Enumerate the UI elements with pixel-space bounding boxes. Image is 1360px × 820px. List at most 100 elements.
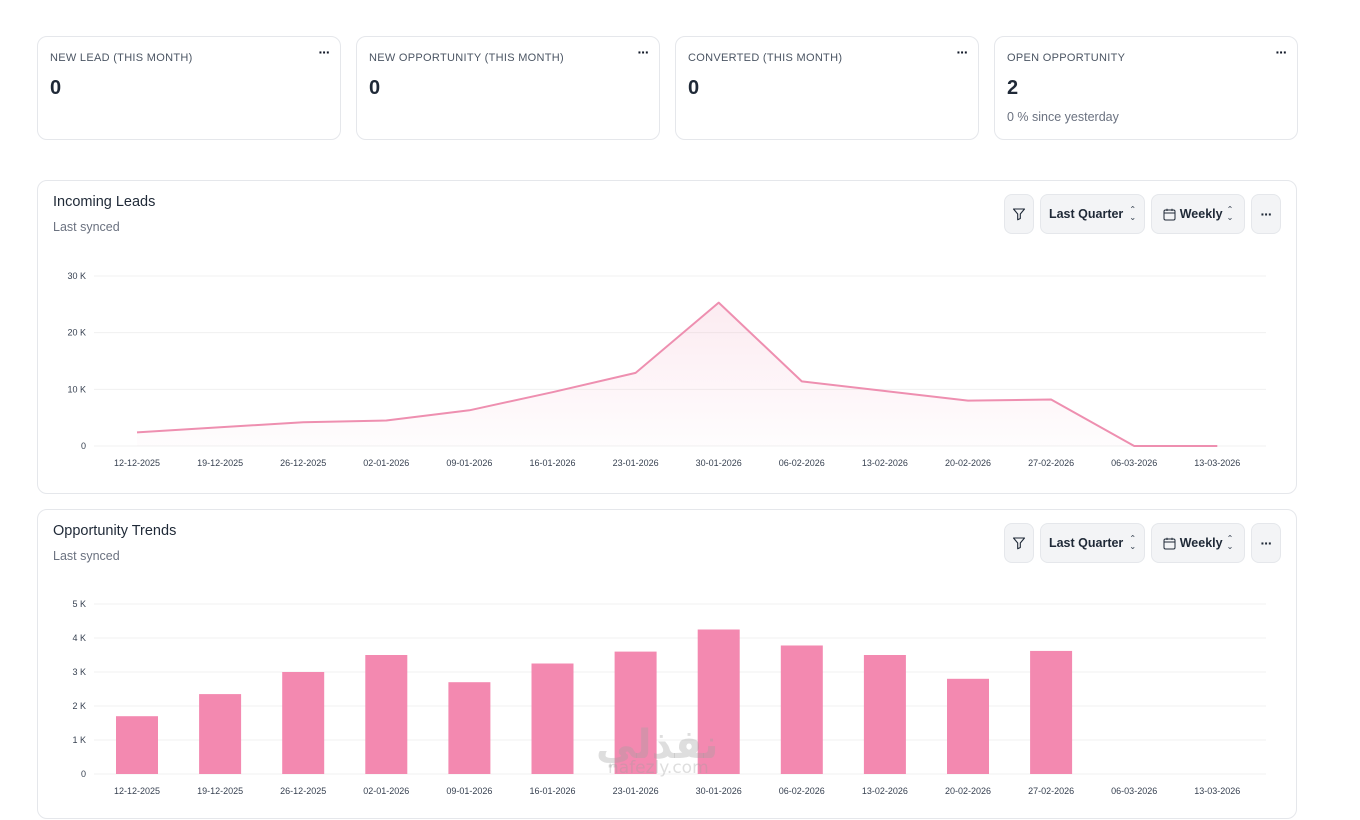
interval-select[interactable]: Weekly ⌃ ⌄ (1151, 194, 1245, 234)
y-tick-label: 5 K (72, 599, 86, 609)
x-tick-label: 16-01-2026 (529, 786, 575, 796)
interval-select-label: Weekly (1179, 536, 1223, 550)
period-select-label: Last Quarter (1048, 536, 1124, 550)
y-tick-label: 4 K (72, 633, 86, 643)
chart-title: Incoming Leads (53, 194, 156, 210)
y-tick-label: 10 K (67, 384, 86, 394)
bar[interactable] (697, 629, 740, 775)
bar[interactable] (863, 655, 906, 774)
stat-card-new-lead: NEW LEAD (THIS MONTH) 0 ··· (37, 36, 341, 140)
chart-title: Opportunity Trends (53, 523, 177, 539)
more-options-icon[interactable]: ··· (956, 44, 969, 60)
chart-more-button[interactable]: ··· (1251, 523, 1281, 563)
stat-value: 0 (688, 77, 700, 99)
x-tick-label: 19-12-2025 (197, 786, 243, 796)
x-tick-label: 20-02-2026 (945, 786, 991, 796)
stats-row: NEW LEAD (THIS MONTH) 0 ··· NEW OPPORTUN… (37, 36, 1298, 140)
filter-icon (1012, 537, 1026, 550)
bar[interactable] (531, 663, 574, 775)
x-tick-label: 26-12-2025 (280, 458, 326, 468)
stat-value: 0 (50, 77, 62, 99)
bar[interactable] (199, 694, 242, 774)
calendar-icon (1163, 537, 1176, 549)
y-tick-label: 0 (81, 441, 86, 451)
series-area (137, 302, 1218, 446)
period-select[interactable]: Last Quarter ⌃ ⌄ (1040, 523, 1145, 563)
stat-card-new-opportunity: NEW OPPORTUNITY (THIS MONTH) 0 ··· (356, 36, 660, 140)
x-tick-label: 30-01-2026 (696, 786, 742, 796)
x-tick-label: 06-03-2026 (1111, 458, 1157, 468)
x-tick-label: 26-12-2025 (280, 786, 326, 796)
stat-value: 2 (1007, 77, 1019, 99)
x-tick-label: 13-02-2026 (862, 458, 908, 468)
x-tick-label: 13-03-2026 (1194, 786, 1240, 796)
x-tick-label: 13-03-2026 (1194, 458, 1240, 468)
filter-button[interactable] (1004, 194, 1034, 234)
stat-card-open-opportunity: OPEN OPPORTUNITY 2 0 % since yesterday ·… (994, 36, 1298, 140)
chevron-updown-icon: ⌃ ⌄ (1226, 534, 1234, 551)
bar[interactable] (780, 645, 823, 774)
period-select[interactable]: Last Quarter ⌃ ⌄ (1040, 194, 1145, 234)
x-tick-label: 30-01-2026 (696, 458, 742, 468)
bar[interactable] (116, 716, 158, 774)
more-options-icon[interactable]: ··· (1275, 44, 1288, 60)
bar[interactable] (365, 655, 408, 774)
opportunity-trends-card: 0 1 K 2 K 3 K 4 K 5 K 12-12-2025 19-12-2025 26-1… (37, 509, 1297, 819)
y-tick-label: 30 K (67, 271, 86, 281)
y-tick-label: 1 K (72, 735, 86, 745)
x-tick-label: 23-01-2026 (613, 458, 659, 468)
bar[interactable] (282, 672, 325, 774)
interval-select-label: Weekly (1179, 207, 1223, 221)
x-tick-label: 16-01-2026 (529, 458, 575, 468)
stat-card-converted: CONVERTED (THIS MONTH) 0 ··· (675, 36, 979, 140)
incoming-leads-chart: 0 10 K 20 K 30 K 12-12-2025 19-12-2025 26-12-2… (67, 271, 1266, 468)
x-tick-label: 09-01-2026 (446, 458, 492, 468)
filter-button[interactable] (1004, 523, 1034, 563)
stat-label: OPEN OPPORTUNITY (1007, 52, 1126, 64)
more-options-icon[interactable]: ··· (637, 44, 650, 60)
x-tick-label: 09-01-2026 (446, 786, 492, 796)
bar[interactable] (448, 682, 491, 774)
chevron-updown-icon: ⌃ ⌄ (1129, 534, 1137, 551)
x-tick-label: 19-12-2025 (197, 458, 243, 468)
x-tick-label: 06-02-2026 (779, 786, 825, 796)
stat-change-text: 0 % since yesterday (1007, 110, 1119, 124)
x-tick-label: 06-03-2026 (1111, 786, 1157, 796)
chart-controls: Last Quarter ⌃ ⌄ Weekly ⌃ ⌄ ··· (1004, 194, 1281, 234)
chart-controls: Last Quarter ⌃ ⌄ Weekly ⌃ ⌄ ··· (1004, 523, 1281, 563)
chevron-updown-icon: ⌃ ⌄ (1226, 205, 1234, 222)
bar[interactable] (947, 678, 989, 774)
opportunity-trends-chart: 0 1 K 2 K 3 K 4 K 5 K 12-12-2025 19-12-2025 26-1… (72, 599, 1266, 796)
x-tick-label: 06-02-2026 (779, 458, 825, 468)
x-tick-label: 02-01-2026 (363, 786, 409, 796)
y-tick-label: 3 K (72, 667, 86, 677)
calendar-icon (1163, 208, 1176, 220)
stat-value: 0 (369, 77, 381, 99)
incoming-leads-card: 0 10 K 20 K 30 K 12-12-2025 19-12-2025 26-12-2… (37, 180, 1297, 494)
chart-subtitle: Last synced (53, 220, 120, 234)
y-tick-label: 0 (81, 769, 86, 779)
chevron-updown-icon: ⌃ ⌄ (1129, 205, 1137, 222)
series-line (136, 301, 1218, 447)
y-tick-label: 2 K (72, 701, 86, 711)
more-options-icon[interactable]: ··· (318, 44, 331, 60)
watermark-arabic: نفذلي (596, 722, 719, 768)
x-tick-label: 27-02-2026 (1028, 786, 1074, 796)
x-tick-label: 23-01-2026 (613, 786, 659, 796)
period-select-label: Last Quarter (1048, 207, 1124, 221)
bar[interactable] (1030, 650, 1073, 774)
filter-icon (1012, 208, 1026, 221)
x-tick-label: 27-02-2026 (1028, 458, 1074, 468)
bar[interactable] (614, 651, 657, 774)
x-tick-label: 20-02-2026 (945, 458, 991, 468)
stat-label: CONVERTED (THIS MONTH) (688, 52, 843, 64)
x-tick-label: 02-01-2026 (363, 458, 409, 468)
x-tick-label: 12-12-2025 (114, 458, 160, 468)
chart-more-button[interactable]: ··· (1251, 194, 1281, 234)
chart-subtitle: Last synced (53, 549, 120, 563)
watermark: نفذلي nafezly.com (596, 722, 718, 778)
interval-select[interactable]: Weekly ⌃ ⌄ (1151, 523, 1245, 563)
watermark-latin: nafezly.com (608, 758, 709, 778)
stat-label: NEW LEAD (THIS MONTH) (50, 52, 193, 64)
x-tick-label: 12-12-2025 (114, 786, 160, 796)
